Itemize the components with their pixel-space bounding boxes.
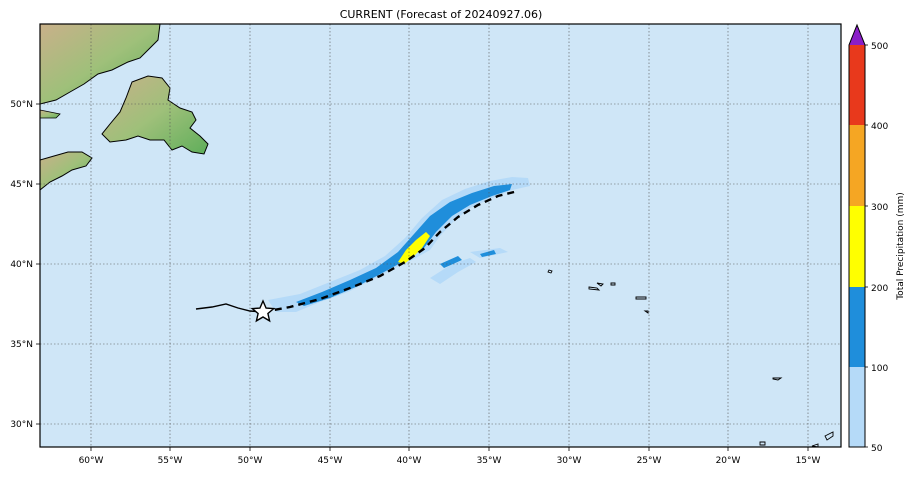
colorbar-tick: 200 xyxy=(871,284,888,294)
gridlines xyxy=(40,24,841,447)
colorbar-200-300 xyxy=(849,206,865,287)
lat-label: 40°N xyxy=(10,260,33,270)
colorbar-tick: 50 xyxy=(871,444,883,454)
precip-100-200 xyxy=(296,184,512,306)
colorbar-tick: 500 xyxy=(871,42,888,52)
lon-label: 25°W xyxy=(637,456,662,466)
lat-labels: 50°N 45°N 40°N 35°N 30°N xyxy=(10,100,33,430)
lon-labels: 60°W 55°W 50°W 45°W 40°W 35°W 30°W 25°W … xyxy=(79,456,821,466)
land-newfoundland xyxy=(101,75,209,155)
lon-label: 20°W xyxy=(716,456,741,466)
colorbar: 50 100 200 300 400 500 Total Precipitati… xyxy=(848,23,906,454)
colorbar-tick: 300 xyxy=(871,203,888,213)
colorbar-label: Total Precipitation (mm) xyxy=(896,192,906,301)
precip-50-100-b xyxy=(430,258,476,284)
colorbar-extend-max xyxy=(849,25,865,45)
colorbar-400-500 xyxy=(849,45,865,125)
ocean-background xyxy=(40,24,841,447)
star-icon xyxy=(250,299,276,323)
precip-50-100 xyxy=(268,177,530,312)
lon-label: 35°W xyxy=(477,456,502,466)
precip-swath xyxy=(268,177,530,312)
land-labrador xyxy=(40,24,161,105)
lon-label: 40°W xyxy=(397,456,422,466)
precip-200-300 xyxy=(398,232,430,264)
lon-label: 50°W xyxy=(238,456,263,466)
forecast-track xyxy=(262,189,519,314)
lat-label: 45°N xyxy=(10,180,33,190)
lon-label: 55°W xyxy=(158,456,183,466)
lat-label: 50°N xyxy=(10,100,33,110)
colorbar-50-100 xyxy=(849,367,865,447)
land-islet xyxy=(40,109,61,119)
colorbar-300-400 xyxy=(849,125,865,206)
lat-label: 35°N xyxy=(10,340,33,350)
map-frame xyxy=(39,23,842,448)
colorbar-tick: 400 xyxy=(871,122,888,132)
chart-title: CURRENT (Forecast of 20240927.06) xyxy=(340,8,543,21)
lon-label: 30°W xyxy=(557,456,582,466)
land-nova-scotia xyxy=(40,151,93,191)
lon-label: 15°W xyxy=(796,456,821,466)
colorbar-outline xyxy=(848,23,866,448)
lon-label: 60°W xyxy=(79,456,104,466)
tick-marks xyxy=(36,103,809,451)
lat-label: 30°N xyxy=(10,420,33,430)
precip-100-200-c xyxy=(480,250,496,257)
past-track xyxy=(195,303,264,313)
colorbar-tick: 100 xyxy=(871,364,888,374)
precip-100-200-b xyxy=(440,256,462,268)
lon-label: 45°W xyxy=(318,456,343,466)
colorbar-100-200 xyxy=(849,287,865,367)
